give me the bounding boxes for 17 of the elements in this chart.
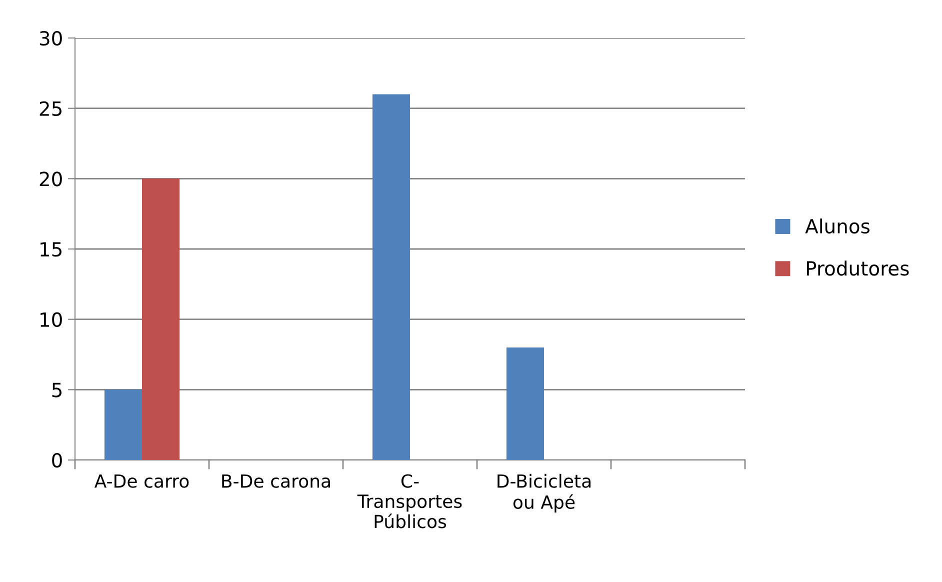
y-tick-label: 15 [40,242,62,257]
y-tick-label: 30 [40,30,62,46]
x-tick-label: B-De carona [222,474,330,488]
bar [506,347,544,460]
legend-label: Alunos [805,218,870,234]
y-tick-label: 5 [52,382,62,398]
y-tick-label: 25 [40,101,62,116]
y-tick-label: 20 [40,172,62,186]
x-tick-label: A-De carro [94,474,189,488]
x-tick-label: D-Bicicleta ou Apé [498,474,591,512]
x-tick-label: C- Transportes Públicos [357,474,462,528]
legend-label: Produtores [806,260,909,276]
bar [142,178,180,460]
y-tick-label: 10 [40,312,62,327]
y-tick-label: 0 [52,452,62,468]
bar [372,94,410,460]
bar [104,390,142,460]
